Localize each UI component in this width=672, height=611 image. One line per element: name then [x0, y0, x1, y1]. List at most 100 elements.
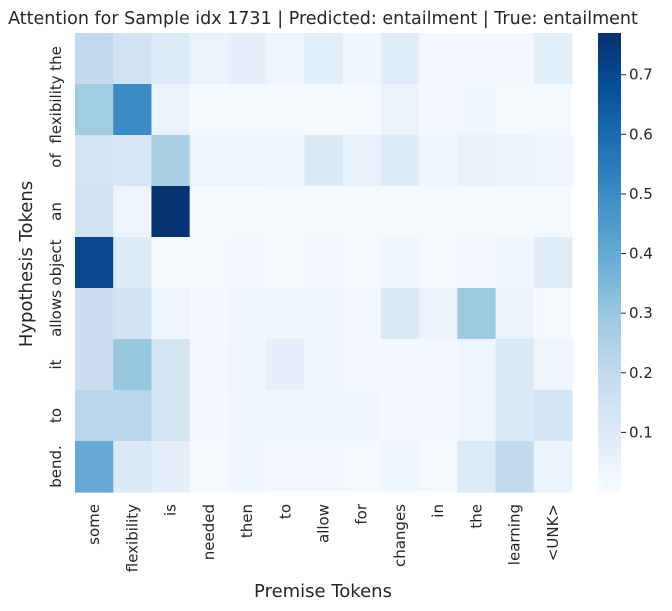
heatmap-cell	[342, 84, 382, 136]
heatmap-cell	[495, 33, 535, 85]
heatmap-cell	[342, 237, 382, 289]
heatmap-cell	[227, 33, 267, 85]
x-tick-label: for	[353, 503, 371, 524]
x-axis-label: Premise Tokens	[254, 581, 392, 602]
heatmap-cell	[380, 33, 420, 85]
heatmap-cell	[75, 339, 114, 391]
heatmap-cell	[227, 390, 267, 442]
heatmap-cell	[113, 186, 153, 238]
heatmap-cell	[304, 339, 344, 391]
heatmap-cell	[457, 390, 497, 442]
heatmap-cell	[342, 33, 382, 85]
heatmap-cell	[304, 288, 344, 340]
heatmap-cell	[419, 441, 458, 493]
heatmap-cell	[75, 390, 114, 442]
heatmap-cell	[113, 237, 153, 289]
x-tick-label: allow	[315, 504, 333, 543]
colorbar-tick-label: 0.6	[629, 125, 653, 143]
x-tick-label: changes	[391, 504, 409, 567]
x-tick-label: in	[429, 504, 447, 518]
heatmap-cell	[75, 84, 114, 136]
heatmap-cell	[495, 339, 535, 391]
heatmap-cell	[457, 237, 497, 289]
heatmap-cell	[113, 288, 153, 340]
heatmap-cell	[266, 33, 305, 85]
heatmap-cell	[533, 441, 573, 493]
heatmap-cell	[151, 441, 191, 493]
heatmap-cell	[113, 390, 153, 442]
heatmap-cell	[342, 135, 382, 187]
heatmap-cell	[495, 441, 535, 493]
heatmap-cell	[533, 237, 573, 289]
heatmap-cell	[227, 441, 267, 493]
heatmap-cell	[457, 339, 497, 391]
x-tick-labels: some flexibility is needed then to allow for cha…	[85, 503, 562, 572]
heatmap-cell	[419, 339, 458, 391]
x-tick-label: learning	[506, 504, 524, 565]
heatmap-cell	[266, 186, 305, 238]
y-tick-label: object	[47, 239, 65, 285]
chart-title: Attention for Sample idx 1731 | Predicte…	[8, 9, 638, 29]
heatmap-cell	[151, 339, 191, 391]
heatmap-cell	[419, 237, 458, 289]
heatmap-cell	[457, 84, 497, 136]
colorbar-tick-label: 0.3	[629, 304, 653, 322]
x-tick-label: needed	[200, 504, 218, 560]
y-tick-label: it	[47, 359, 65, 369]
x-tick-label: then	[238, 504, 256, 538]
heatmap-cells	[75, 33, 573, 493]
colorbar-tick-label: 0.7	[629, 66, 653, 84]
heatmap-cell	[113, 84, 153, 136]
heatmap-cell	[151, 390, 191, 442]
heatmap-cell	[151, 237, 191, 289]
heatmap-cell	[266, 84, 305, 136]
heatmap-cell	[495, 84, 535, 136]
heatmap-cell	[380, 237, 420, 289]
x-tick-label: to	[276, 504, 294, 519]
heatmap-cell	[189, 237, 229, 289]
colorbar-tick-label: 0.2	[629, 364, 653, 382]
heatmap-cell	[495, 288, 535, 340]
heatmap-cell	[151, 135, 191, 187]
heatmap-cell	[342, 288, 382, 340]
heatmap-cell	[457, 135, 497, 187]
y-tick-label: to	[47, 408, 65, 423]
heatmap-cell	[304, 441, 344, 493]
heatmap-cell	[419, 288, 458, 340]
heatmap-cell	[533, 33, 573, 85]
heatmap-cell	[380, 135, 420, 187]
heatmap-cell	[533, 288, 573, 340]
colorbar-tick-label: 0.5	[629, 185, 653, 203]
colorbar-tick-labels: 0.1 0.2 0.3 0.4 0.5 0.6 0.7	[621, 66, 653, 441]
y-tick-labels: the flexibility of an object allows it to bend.	[47, 46, 65, 488]
x-tick-label: is	[162, 504, 180, 516]
heatmap-cell	[419, 390, 458, 442]
heatmap-cell	[380, 339, 420, 391]
heatmap-cell	[380, 390, 420, 442]
heatmap-cell	[227, 237, 267, 289]
heatmap-cell	[457, 441, 497, 493]
heatmap-cell	[419, 135, 458, 187]
heatmap-cell	[533, 135, 573, 187]
heatmap-cell	[75, 441, 114, 493]
heatmap-cell	[495, 237, 535, 289]
heatmap-cell	[495, 186, 535, 238]
heatmap-cell	[113, 33, 153, 85]
heatmap-cell	[151, 33, 191, 85]
heatmap-cell	[342, 390, 382, 442]
heatmap-cell	[227, 84, 267, 136]
x-tick-label: some	[85, 504, 103, 545]
heatmap-cell	[75, 237, 114, 289]
heatmap-cell	[227, 288, 267, 340]
colorbar-tick-label: 0.4	[629, 245, 653, 263]
heatmap-cell	[75, 135, 114, 187]
heatmap-cell	[266, 441, 305, 493]
heatmap-cell	[304, 186, 344, 238]
heatmap-cell	[380, 441, 420, 493]
heatmap-cell	[342, 339, 382, 391]
y-tick-label: flexibility	[47, 75, 65, 143]
y-tick-label: an	[47, 202, 65, 221]
heatmap-cell	[304, 33, 344, 85]
y-tick-label: allows	[47, 290, 65, 337]
